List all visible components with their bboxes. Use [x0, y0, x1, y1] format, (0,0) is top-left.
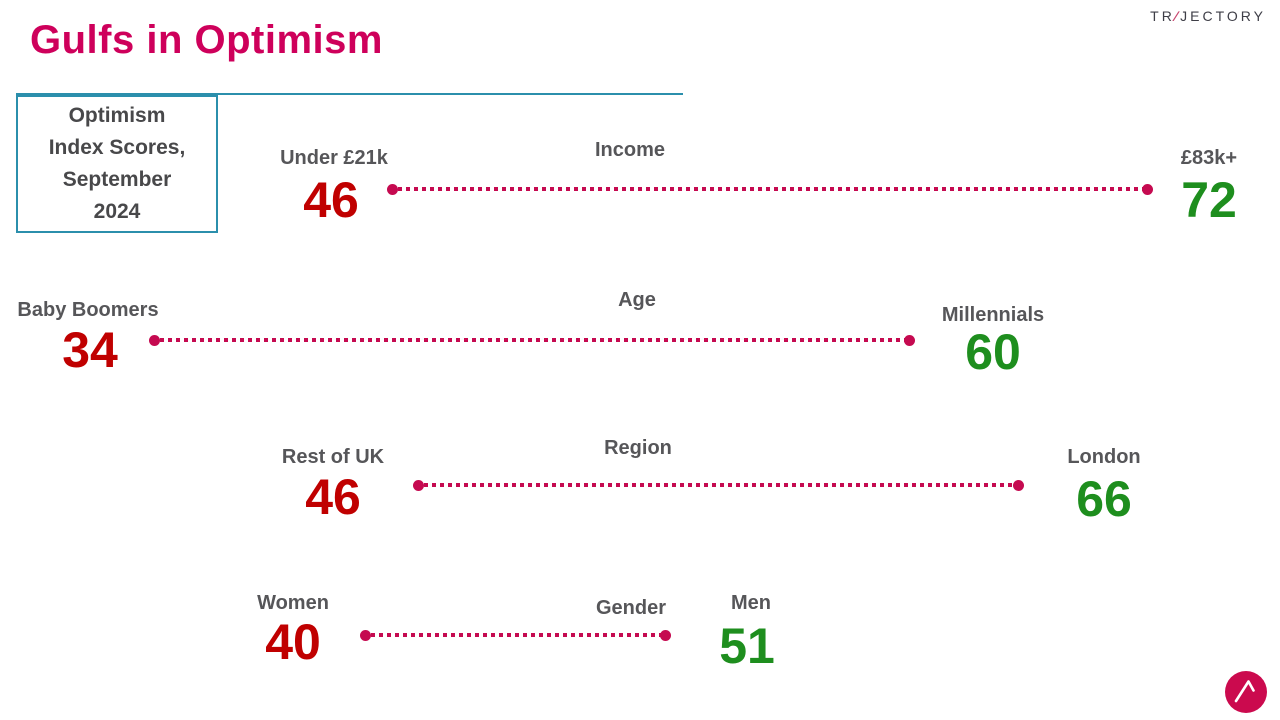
- header-divider: [16, 93, 683, 95]
- gap-connector-line: [387, 183, 1153, 195]
- subtitle-line: 2024: [93, 200, 141, 223]
- category-label: Age: [618, 289, 656, 311]
- logo-text-suffix: JECTORY: [1180, 8, 1266, 24]
- low-group-label: Baby Boomers: [17, 299, 159, 321]
- trajectory-circle-logo-icon: [1225, 671, 1267, 713]
- page-title: Gulfs in Optimism: [30, 18, 383, 62]
- trajectory-logo: TR∕JECTORY: [1150, 8, 1266, 24]
- low-group-label: Women: [257, 592, 329, 614]
- subtitle-line: September: [62, 168, 172, 191]
- subtitle-line: Index Scores,: [48, 136, 186, 159]
- gap-connector-line: [149, 334, 915, 346]
- high-group-label: Men: [731, 592, 771, 614]
- category-label: Income: [594, 139, 666, 161]
- high-group-value: 60: [965, 324, 1021, 380]
- low-group-value: 46: [305, 469, 361, 525]
- category-label: Region: [604, 437, 672, 459]
- high-group-value: 72: [1181, 172, 1237, 228]
- high-group-label: £83k+: [1180, 147, 1238, 169]
- high-group-value: 66: [1076, 471, 1132, 527]
- low-group-label: Rest of UK: [281, 446, 385, 468]
- high-group-label: London: [1067, 446, 1141, 468]
- high-group-label: Millennials: [941, 304, 1045, 326]
- low-group-label: Under £21k: [280, 147, 388, 169]
- gap-connector-line: [360, 629, 671, 641]
- low-group-value: 34: [62, 322, 118, 378]
- low-group-value: 40: [265, 614, 321, 670]
- logo-text-prefix: TR: [1150, 8, 1175, 24]
- logo-slash-icon: ∕: [1174, 8, 1181, 24]
- low-group-value: 46: [303, 172, 359, 228]
- subtitle-box: Optimism Index Scores, September 2024: [16, 95, 218, 233]
- gap-connector-line: [413, 479, 1024, 491]
- high-group-value: 51: [719, 618, 775, 674]
- subtitle-line: Optimism: [68, 104, 166, 127]
- category-label: Gender: [595, 597, 667, 619]
